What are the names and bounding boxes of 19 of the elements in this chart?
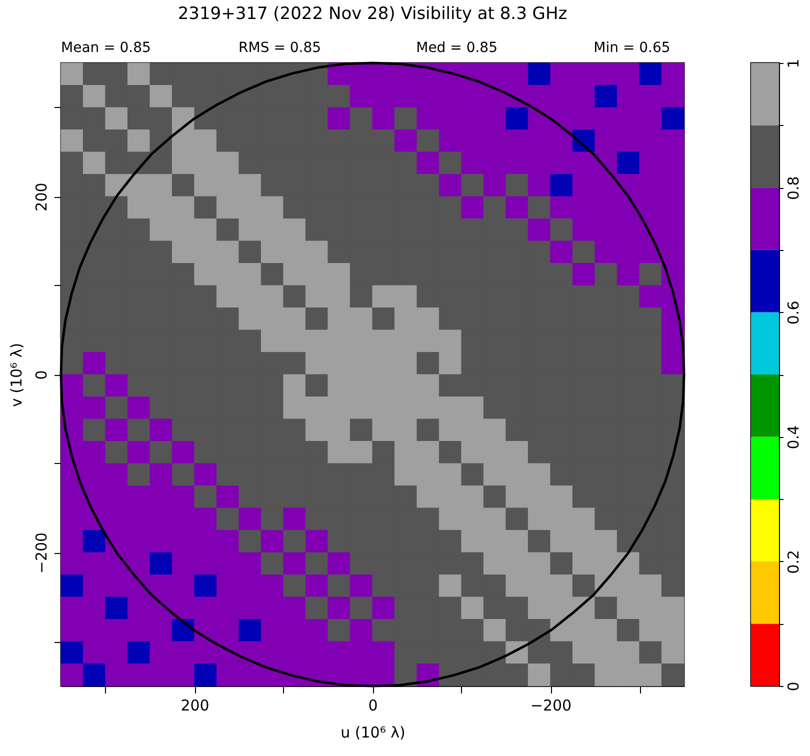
text: RMS = 0.85 — [238, 40, 322, 56]
y-axis-title: v (10⁶ λ) — [8, 342, 26, 408]
color-bar-label: 1 — [784, 58, 802, 68]
color-bar-label: 0 — [784, 682, 802, 692]
text: Med = 0.85 — [416, 40, 498, 56]
text: Mean = 0.85 — [61, 40, 151, 56]
color-bar-label: 0.6 — [784, 300, 802, 325]
chart-title: 2319+317 (2022 Nov 28) Visibility at 8.3 GHz — [178, 4, 568, 24]
x-axis-title: u (10⁶ λ) — [340, 724, 406, 742]
x-tick-label: 0 — [368, 696, 378, 714]
color-bar-label: 0.4 — [784, 425, 802, 450]
y-tick-label: 0 — [32, 370, 50, 380]
text: Min = 0.65 — [594, 40, 670, 56]
x-tick-label: 200 — [180, 696, 210, 714]
color-bar-label: 0.2 — [784, 550, 802, 574]
x-tick-label: −200 — [530, 696, 572, 714]
y-tick-label: −200 — [32, 532, 50, 574]
y-tick-label: 200 — [32, 182, 50, 212]
color-bar-label: 0.8 — [784, 176, 802, 200]
